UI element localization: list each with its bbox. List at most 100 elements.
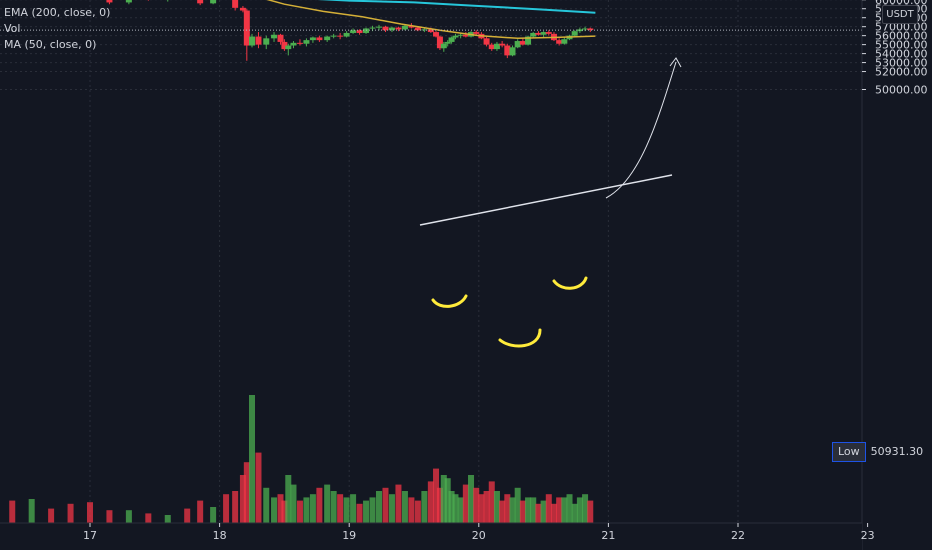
volume-bar [210, 507, 217, 523]
candle-body [519, 41, 526, 45]
candle-body [263, 38, 270, 45]
volume-bar [28, 499, 35, 523]
candle-body [582, 28, 589, 30]
volume-bar [271, 497, 278, 523]
candle-body [210, 0, 217, 4]
volume-bars [9, 395, 594, 523]
candle-body [509, 47, 516, 56]
volume-bar [452, 494, 459, 523]
candle-body [125, 0, 132, 3]
candle-body [337, 35, 344, 37]
volume-bar [382, 487, 389, 523]
volume-bar [514, 487, 521, 523]
low-label: Low [832, 442, 866, 462]
volume-bar [330, 491, 337, 523]
volume-bar [499, 500, 506, 523]
volume-bar [401, 491, 408, 523]
head-mark [498, 328, 542, 348]
volume-bar [427, 481, 434, 523]
candle-body [414, 27, 421, 31]
time-axis-bg [0, 523, 862, 550]
candle-body [243, 10, 250, 46]
candle-body [440, 43, 447, 49]
candle-body [281, 41, 288, 50]
candle-body [540, 32, 547, 35]
volume-bar [263, 487, 270, 523]
volume-bar [87, 502, 93, 523]
volume-bar [324, 484, 331, 523]
volume-bar [290, 484, 297, 523]
chart-grid [0, 0, 869, 523]
price-tick-label: 56000.00 [875, 30, 928, 43]
volume-bar [436, 487, 443, 523]
volume-bar [448, 491, 455, 523]
volume-bar [376, 491, 383, 523]
currency-button[interactable]: USDT [882, 5, 918, 24]
volume-bar [488, 481, 495, 523]
volume-bar [550, 503, 557, 523]
candle-body [232, 0, 239, 8]
candle-body [427, 29, 434, 33]
candle-body [488, 44, 495, 50]
volume-bar [545, 494, 552, 523]
candle-body [514, 41, 521, 48]
price-axis-bg [862, 0, 932, 550]
candle-body [535, 32, 542, 35]
volume-bar [255, 452, 262, 523]
volume-bar [239, 475, 246, 523]
volume-bar [197, 500, 204, 523]
candle-body [545, 32, 552, 34]
candle-body [421, 29, 428, 31]
candle-body [388, 27, 395, 31]
volume-bar [9, 500, 16, 523]
volume-bar [566, 494, 573, 523]
price-tick-label: 52000.00 [875, 66, 928, 79]
candle-body [462, 34, 469, 37]
volume-bar [223, 494, 230, 523]
time-tick-label: 17 [83, 529, 97, 542]
ma50-line [266, 0, 596, 40]
volume-bar [125, 510, 132, 523]
candle-body [395, 27, 402, 30]
time-tick-label: 23 [861, 529, 875, 542]
volume-bar [243, 462, 250, 523]
legend-ma[interactable]: MA (50, close, 0) [4, 38, 97, 51]
candle-body [376, 26, 383, 28]
candle-body [290, 42, 297, 46]
candle-body [525, 36, 532, 45]
volume-bar [303, 497, 310, 523]
drawings[interactable] [419, 57, 682, 348]
volume-bar [468, 475, 475, 523]
legend-ema[interactable]: EMA (200, close, 0) [4, 6, 111, 19]
price-axis[interactable]: 60000.0059000.0058000.0057000.0056000.00… [861, 0, 932, 550]
ema200-line [317, 0, 596, 14]
candle-body [316, 37, 323, 41]
volume-bar [164, 515, 171, 523]
time-axis[interactable]: 17 18 19 20 21 22 23 [0, 522, 875, 550]
candle-body [473, 32, 480, 34]
time-tick-label: 19 [342, 529, 356, 542]
volume-bar [440, 475, 447, 523]
candle-body [408, 25, 415, 28]
volume-bar [530, 497, 537, 523]
price-tick-label: 53000.00 [875, 57, 928, 70]
candle-body [504, 45, 511, 56]
price-tick-label: 54000.00 [875, 48, 928, 61]
volume-bar [48, 508, 55, 523]
volume-bar [67, 503, 74, 523]
volume-bar [582, 494, 589, 523]
volume-bar [457, 497, 464, 523]
candle-body [197, 0, 204, 4]
volume-bar [343, 497, 350, 523]
candle-body [271, 34, 278, 39]
volume-bar [535, 503, 542, 523]
volume-bar [309, 494, 316, 523]
candle-body [369, 27, 376, 29]
price-tick-label: 55000.00 [875, 39, 928, 52]
volume-bar [184, 508, 191, 523]
legend-vol[interactable]: Vol [4, 22, 21, 35]
indicator-legend: EMA (200, close, 0) Vol MA (50, close, 0… [4, 5, 110, 53]
volume-bar [509, 497, 516, 523]
candle-body [587, 28, 594, 31]
